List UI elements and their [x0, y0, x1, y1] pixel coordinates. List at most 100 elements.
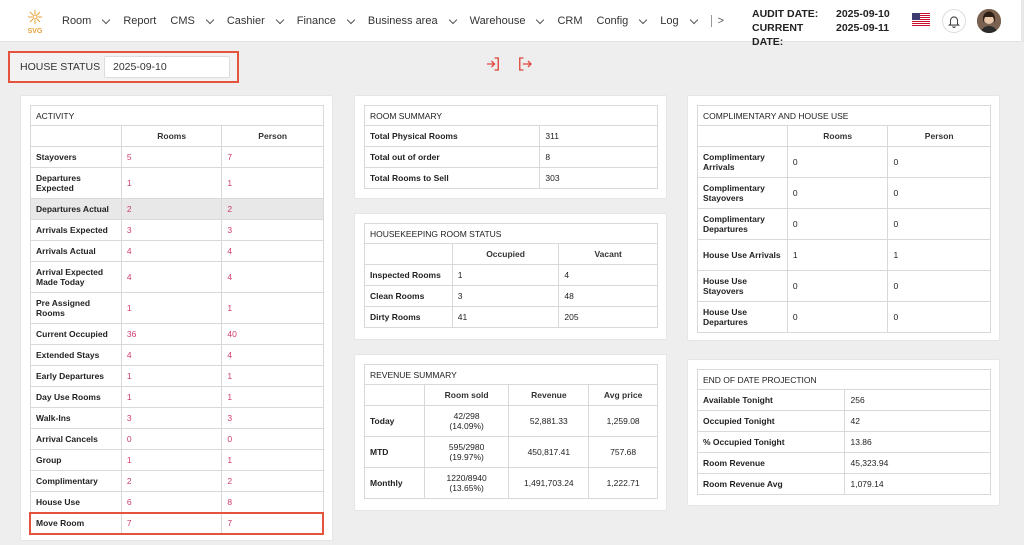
activity-person-value[interactable]: 3: [221, 219, 324, 241]
activity-person-value[interactable]: 7: [221, 512, 324, 534]
revenue-sold-value: 595/2980: [448, 442, 485, 452]
activity-rooms-value[interactable]: 5: [120, 146, 223, 168]
top-navigation-bar: SVG Room Report CMS Cashier Finance Business …: [0, 0, 1024, 48]
complimentary-row-label: Complimentary Departures: [697, 208, 788, 240]
activity-title: ACTIVITY: [30, 105, 324, 126]
room-summary-label: Total Rooms to Sell: [363, 167, 541, 189]
nav-more-button[interactable]: >: [710, 15, 724, 27]
revenue-sold-cell: 42/298 (14.09%): [423, 405, 510, 437]
activity-person-value[interactable]: 2: [221, 198, 324, 220]
activity-row: Pre Assigned Rooms 1 1: [30, 292, 324, 324]
activity-person-value[interactable]: 4: [221, 261, 324, 293]
housekeeping-row: Dirty Rooms 41 205: [364, 306, 658, 328]
activity-rooms-value[interactable]: 6: [120, 491, 223, 513]
projection-title: END OF DATE PROJECTION: [697, 369, 991, 390]
activity-row: Arrivals Expected 3 3: [30, 219, 324, 241]
revenue-sold-cell: 1220/8940 (13.65%): [423, 467, 510, 499]
date-info: AUDIT DATE: 2025-09-10 CURRENT DATE: 2025-…: [752, 7, 890, 49]
nav-item-finance[interactable]: Finance: [297, 15, 356, 27]
activity-rooms-value[interactable]: 3: [120, 219, 223, 241]
activity-person-value[interactable]: 1: [221, 449, 324, 471]
chevron-down-icon: [346, 15, 356, 24]
nav-item-cms[interactable]: CMS: [170, 15, 215, 27]
nav-item-config[interactable]: Config: [597, 15, 648, 27]
activity-rooms-value[interactable]: 1: [120, 386, 223, 408]
activity-person-value[interactable]: 4: [221, 344, 324, 366]
housekeeping-row: Inspected Rooms 1 4: [364, 264, 658, 286]
activity-row: Stayovers 5 7: [30, 146, 324, 168]
activity-person-value[interactable]: 1: [221, 167, 324, 199]
activity-row-label: Walk-Ins: [30, 407, 122, 429]
nav-item-label: Business area: [367, 15, 438, 27]
complimentary-row: Complimentary Stayovers 0 0: [697, 177, 991, 209]
nav-item-report[interactable]: Report: [123, 15, 156, 27]
revenue-value: 450,817.41: [508, 436, 590, 468]
activity-col-person: Person: [221, 125, 324, 147]
activity-rooms-value[interactable]: 3: [120, 407, 223, 429]
revenue-sold-percent: (14.09%): [449, 421, 484, 431]
logout-icon[interactable]: [516, 55, 534, 73]
housekeeping-card: HOUSEKEEPING ROOM STATUS Occupied Vacant …: [354, 213, 667, 340]
projection-row: Available Tonight 256: [696, 389, 991, 411]
activity-rooms-value[interactable]: 7: [120, 512, 223, 534]
activity-rooms-value[interactable]: 1: [120, 365, 223, 387]
house-status-date-input[interactable]: 2025-09-10: [104, 56, 230, 78]
activity-person-value[interactable]: 8: [221, 491, 324, 513]
activity-person-value[interactable]: 7: [221, 146, 324, 168]
activity-person-value[interactable]: 1: [221, 386, 324, 408]
nav-item-cashier[interactable]: Cashier: [227, 15, 284, 27]
revenue-value: 52,881.33: [508, 405, 590, 437]
room-summary-row: Total Rooms to Sell 303: [363, 167, 658, 189]
activity-rooms-value[interactable]: 4: [120, 344, 223, 366]
activity-rooms-value[interactable]: 4: [120, 261, 223, 293]
chevron-down-icon: [448, 15, 457, 24]
activity-row: Arrival Expected Made Today 4 4: [30, 261, 324, 293]
activity-col-rooms: Rooms: [120, 125, 223, 147]
complimentary-person-value: 0: [887, 208, 991, 240]
revenue-avg-value: 757.68: [588, 436, 658, 468]
notifications-button[interactable]: [942, 9, 966, 33]
activity-person-value[interactable]: 0: [221, 428, 324, 450]
complimentary-row: House Use Arrivals 1 1: [697, 239, 991, 271]
room-summary-card: ROOM SUMMARY Total Physical Rooms 311 Tota…: [354, 95, 667, 199]
nav-item-log[interactable]: Log: [660, 15, 698, 27]
activity-rooms-value[interactable]: 4: [120, 240, 223, 262]
login-icon[interactable]: [484, 55, 502, 73]
complimentary-rooms-value: 0: [786, 208, 889, 240]
activity-rooms-value[interactable]: 1: [120, 449, 223, 471]
complimentary-person-value: 0: [887, 177, 991, 209]
activity-rooms-value[interactable]: 1: [120, 292, 223, 324]
nav-item-label: Room: [62, 15, 92, 27]
housekeeping-col-occupied: Occupied: [451, 243, 560, 265]
nav-item-warehouse[interactable]: Warehouse: [470, 15, 545, 27]
logo-icon[interactable]: SVG: [20, 6, 50, 36]
projection-row: Room Revenue Avg 1,079.14: [696, 473, 991, 495]
activity-person-value[interactable]: 4: [221, 240, 324, 262]
activity-rooms-value[interactable]: 2: [120, 198, 223, 220]
complimentary-rooms-value: 0: [786, 301, 889, 333]
nav-item-business-area[interactable]: Business area: [367, 15, 457, 27]
activity-rooms-value[interactable]: 2: [120, 470, 223, 492]
revenue-sold-percent: (13.65%): [449, 483, 484, 493]
activity-rooms-value[interactable]: 36: [120, 323, 223, 345]
revenue-col-avg: Avg price: [588, 384, 658, 406]
projection-table: END OF DATE PROJECTION Available Tonight…: [696, 369, 991, 495]
user-avatar[interactable]: [977, 9, 1001, 33]
nav-item-room[interactable]: Room: [62, 15, 111, 27]
activity-row: Departures Actual 2 2: [30, 198, 324, 220]
activity-row-label: Move Room: [30, 512, 122, 534]
activity-person-value[interactable]: 40: [221, 323, 324, 345]
activity-person-value[interactable]: 2: [221, 470, 324, 492]
activity-table: ACTIVITY Rooms Person Stayovers 5 7 Departur…: [30, 105, 324, 534]
activity-person-value[interactable]: 1: [221, 365, 324, 387]
activity-row: Extended Stays 4 4: [30, 344, 324, 366]
activity-person-value[interactable]: 1: [221, 292, 324, 324]
activity-rooms-value[interactable]: 0: [120, 428, 223, 450]
activity-rooms-value[interactable]: 1: [120, 167, 223, 199]
nav-item-crm[interactable]: CRM: [557, 15, 582, 27]
housekeeping-title: HOUSEKEEPING ROOM STATUS: [364, 223, 658, 244]
us-flag-icon[interactable]: [912, 13, 930, 26]
activity-person-value[interactable]: 3: [221, 407, 324, 429]
activity-row-label: Group: [30, 449, 122, 471]
activity-row-label: House Use: [30, 491, 122, 513]
